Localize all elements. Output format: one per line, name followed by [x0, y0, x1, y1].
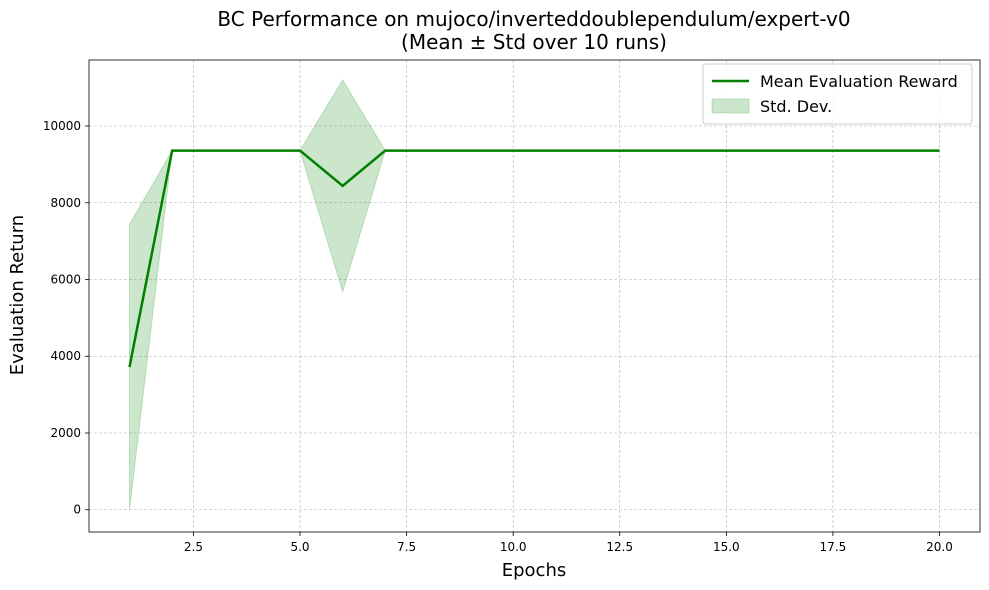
x-tick-label: 7.5: [397, 540, 416, 554]
legend-box: [702, 63, 973, 125]
legend: Mean Evaluation Reward Std. Dev.: [702, 63, 973, 125]
legend-label-std: Std. Dev.: [760, 97, 832, 116]
y-axis-ticks: 0 2000 4000 6000 8000 10000: [43, 119, 89, 517]
x-tick-label: 17.5: [820, 540, 847, 554]
y-tick-label: 0: [73, 503, 81, 517]
y-axis-title: Evaluation Return: [7, 215, 28, 375]
x-tick-label: 2.5: [184, 540, 203, 554]
y-tick-label: 4000: [50, 349, 81, 363]
legend-label-mean: Mean Evaluation Reward: [760, 72, 958, 91]
x-axis-title: Epochs: [502, 560, 567, 581]
y-tick-label: 2000: [50, 426, 81, 440]
x-tick-label: 20.0: [926, 540, 953, 554]
chart-title: BC Performance on mujoco/inverteddoublep…: [217, 7, 850, 31]
grid-lines: [89, 60, 980, 532]
x-tick-label: 12.5: [606, 540, 633, 554]
mean-line-layer: [128, 149, 940, 368]
legend-band-swatch: [711, 98, 750, 114]
chart-subtitle: (Mean ± Std over 10 runs): [401, 30, 667, 54]
y-tick-label: 6000: [50, 272, 81, 286]
y-tick-label: 10000: [43, 119, 81, 133]
mean-reward-line: [128, 149, 940, 368]
x-axis-ticks: 2.5 5.0 7.5 10.0 12.5 15.0 17.5 20.0: [184, 532, 953, 554]
x-tick-label: 10.0: [500, 540, 527, 554]
plot-frame: [88, 59, 981, 533]
std-band-layer: [129, 78, 940, 510]
y-tick-label: 8000: [50, 196, 81, 210]
x-tick-label: 15.0: [713, 540, 740, 554]
x-tick-label: 5.0: [290, 540, 309, 554]
std-band: [129, 78, 940, 510]
